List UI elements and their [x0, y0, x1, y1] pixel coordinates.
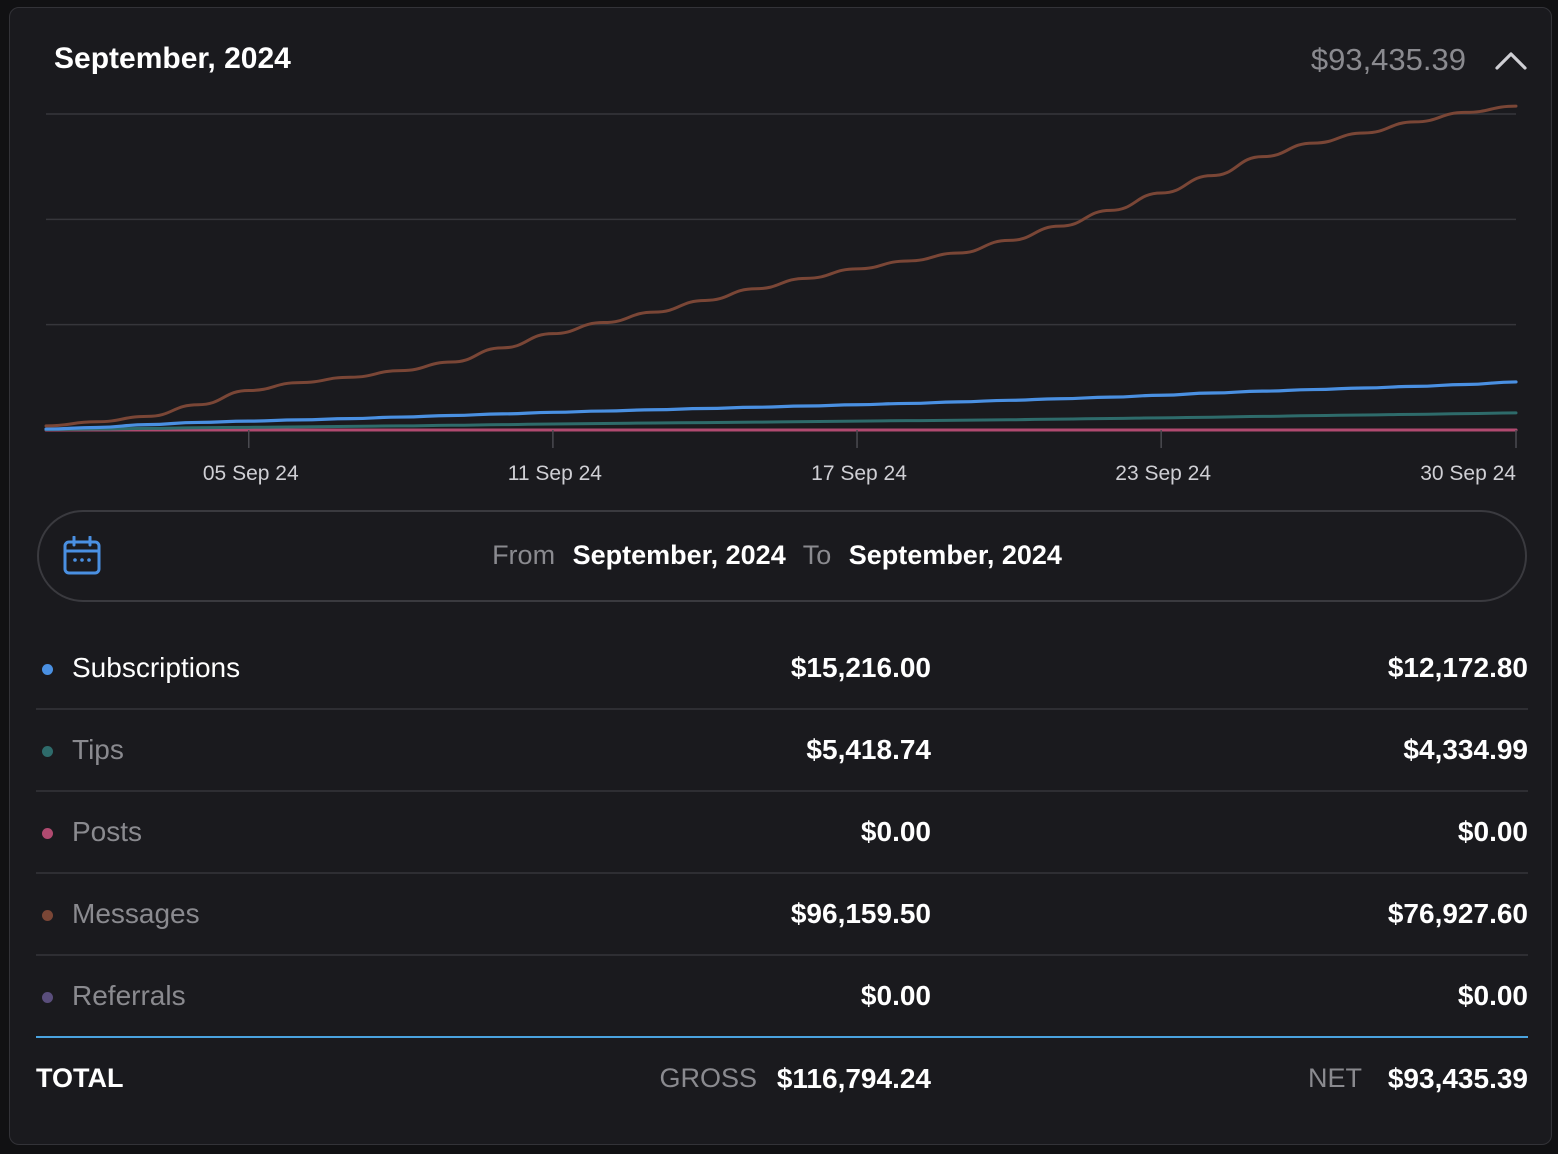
row-gross: $15,216.00	[790, 652, 931, 683]
x-tick-label: 23 Sep 24	[1115, 462, 1211, 485]
chevron-up-icon[interactable]	[1493, 46, 1529, 76]
total-label: TOTAL	[36, 1063, 124, 1093]
row-tips[interactable]: Tips $5,418.74 $4,334.99	[36, 710, 1528, 792]
row-referrals[interactable]: Referrals $0.00 $0.00	[36, 956, 1528, 1038]
row-label: Posts	[72, 816, 143, 847]
period-total: $93,435.39	[1310, 42, 1466, 77]
date-range-selector[interactable]: From September, 2024 To September, 2024	[37, 510, 1527, 602]
net-total: $93,435.39	[1387, 1063, 1528, 1094]
to-label: To	[802, 540, 832, 570]
row-label: Referrals	[72, 980, 186, 1011]
period-title: September, 2024	[54, 42, 291, 75]
row-net: $0.00	[1457, 816, 1528, 847]
gross-label: GROSS	[659, 1063, 757, 1093]
row-messages[interactable]: Messages $96,159.50 $76,927.60	[36, 874, 1528, 956]
row-net: $76,927.60	[1387, 898, 1528, 929]
x-tick-label: 17 Sep 24	[811, 462, 907, 485]
x-tick-label: 11 Sep 24	[508, 462, 603, 485]
earnings-card: September, 2024 $93,435.39 05 Sep 24 11 S…	[9, 7, 1552, 1145]
gross-total: $116,794.24	[776, 1063, 931, 1094]
posts-legend-dot	[42, 828, 53, 839]
x-tick-label: 05 Sep 24	[203, 462, 299, 485]
from-label: From	[492, 540, 556, 570]
tips-legend-dot	[42, 746, 53, 757]
row-gross: $0.00	[860, 980, 931, 1011]
net-label: NET	[1308, 1063, 1362, 1093]
earnings-table: Subscriptions $15,216.00 $12,172.80 Tips…	[36, 628, 1528, 1038]
row-gross: $0.00	[860, 816, 931, 847]
row-net: $12,172.80	[1387, 652, 1528, 683]
row-net: $0.00	[1457, 980, 1528, 1011]
total-row: TOTAL GROSS $116,794.24 NET $93,435.39	[36, 1063, 1528, 1103]
to-value: September, 2024	[848, 540, 1062, 570]
row-label: Tips	[72, 734, 124, 765]
x-tick-label: 30 Sep 24	[1420, 462, 1516, 485]
messages-legend-dot	[42, 910, 53, 921]
earnings-chart: 05 Sep 24 11 Sep 24 17 Sep 24 23 Sep 24 30 S…	[44, 104, 1518, 485]
calendar-icon[interactable]	[63, 535, 101, 576]
row-label: Subscriptions	[72, 652, 241, 683]
row-label: Messages	[72, 898, 200, 929]
row-net: $4,334.99	[1403, 734, 1528, 765]
series-line-messages	[44, 104, 1518, 428]
row-subscriptions[interactable]: Subscriptions $15,216.00 $12,172.80	[36, 628, 1528, 710]
subscriptions-legend-dot	[42, 664, 53, 675]
referrals-legend-dot	[42, 992, 53, 1003]
row-posts[interactable]: Posts $0.00 $0.00	[36, 792, 1528, 874]
row-gross: $5,418.74	[806, 734, 931, 765]
series-line-subscriptions	[44, 380, 1518, 431]
series-line-tips	[44, 411, 1518, 432]
from-value: September, 2024	[572, 540, 786, 570]
row-gross: $96,159.50	[790, 898, 931, 929]
date-range-text: From September, 2024 To September, 2024	[39, 540, 1525, 571]
